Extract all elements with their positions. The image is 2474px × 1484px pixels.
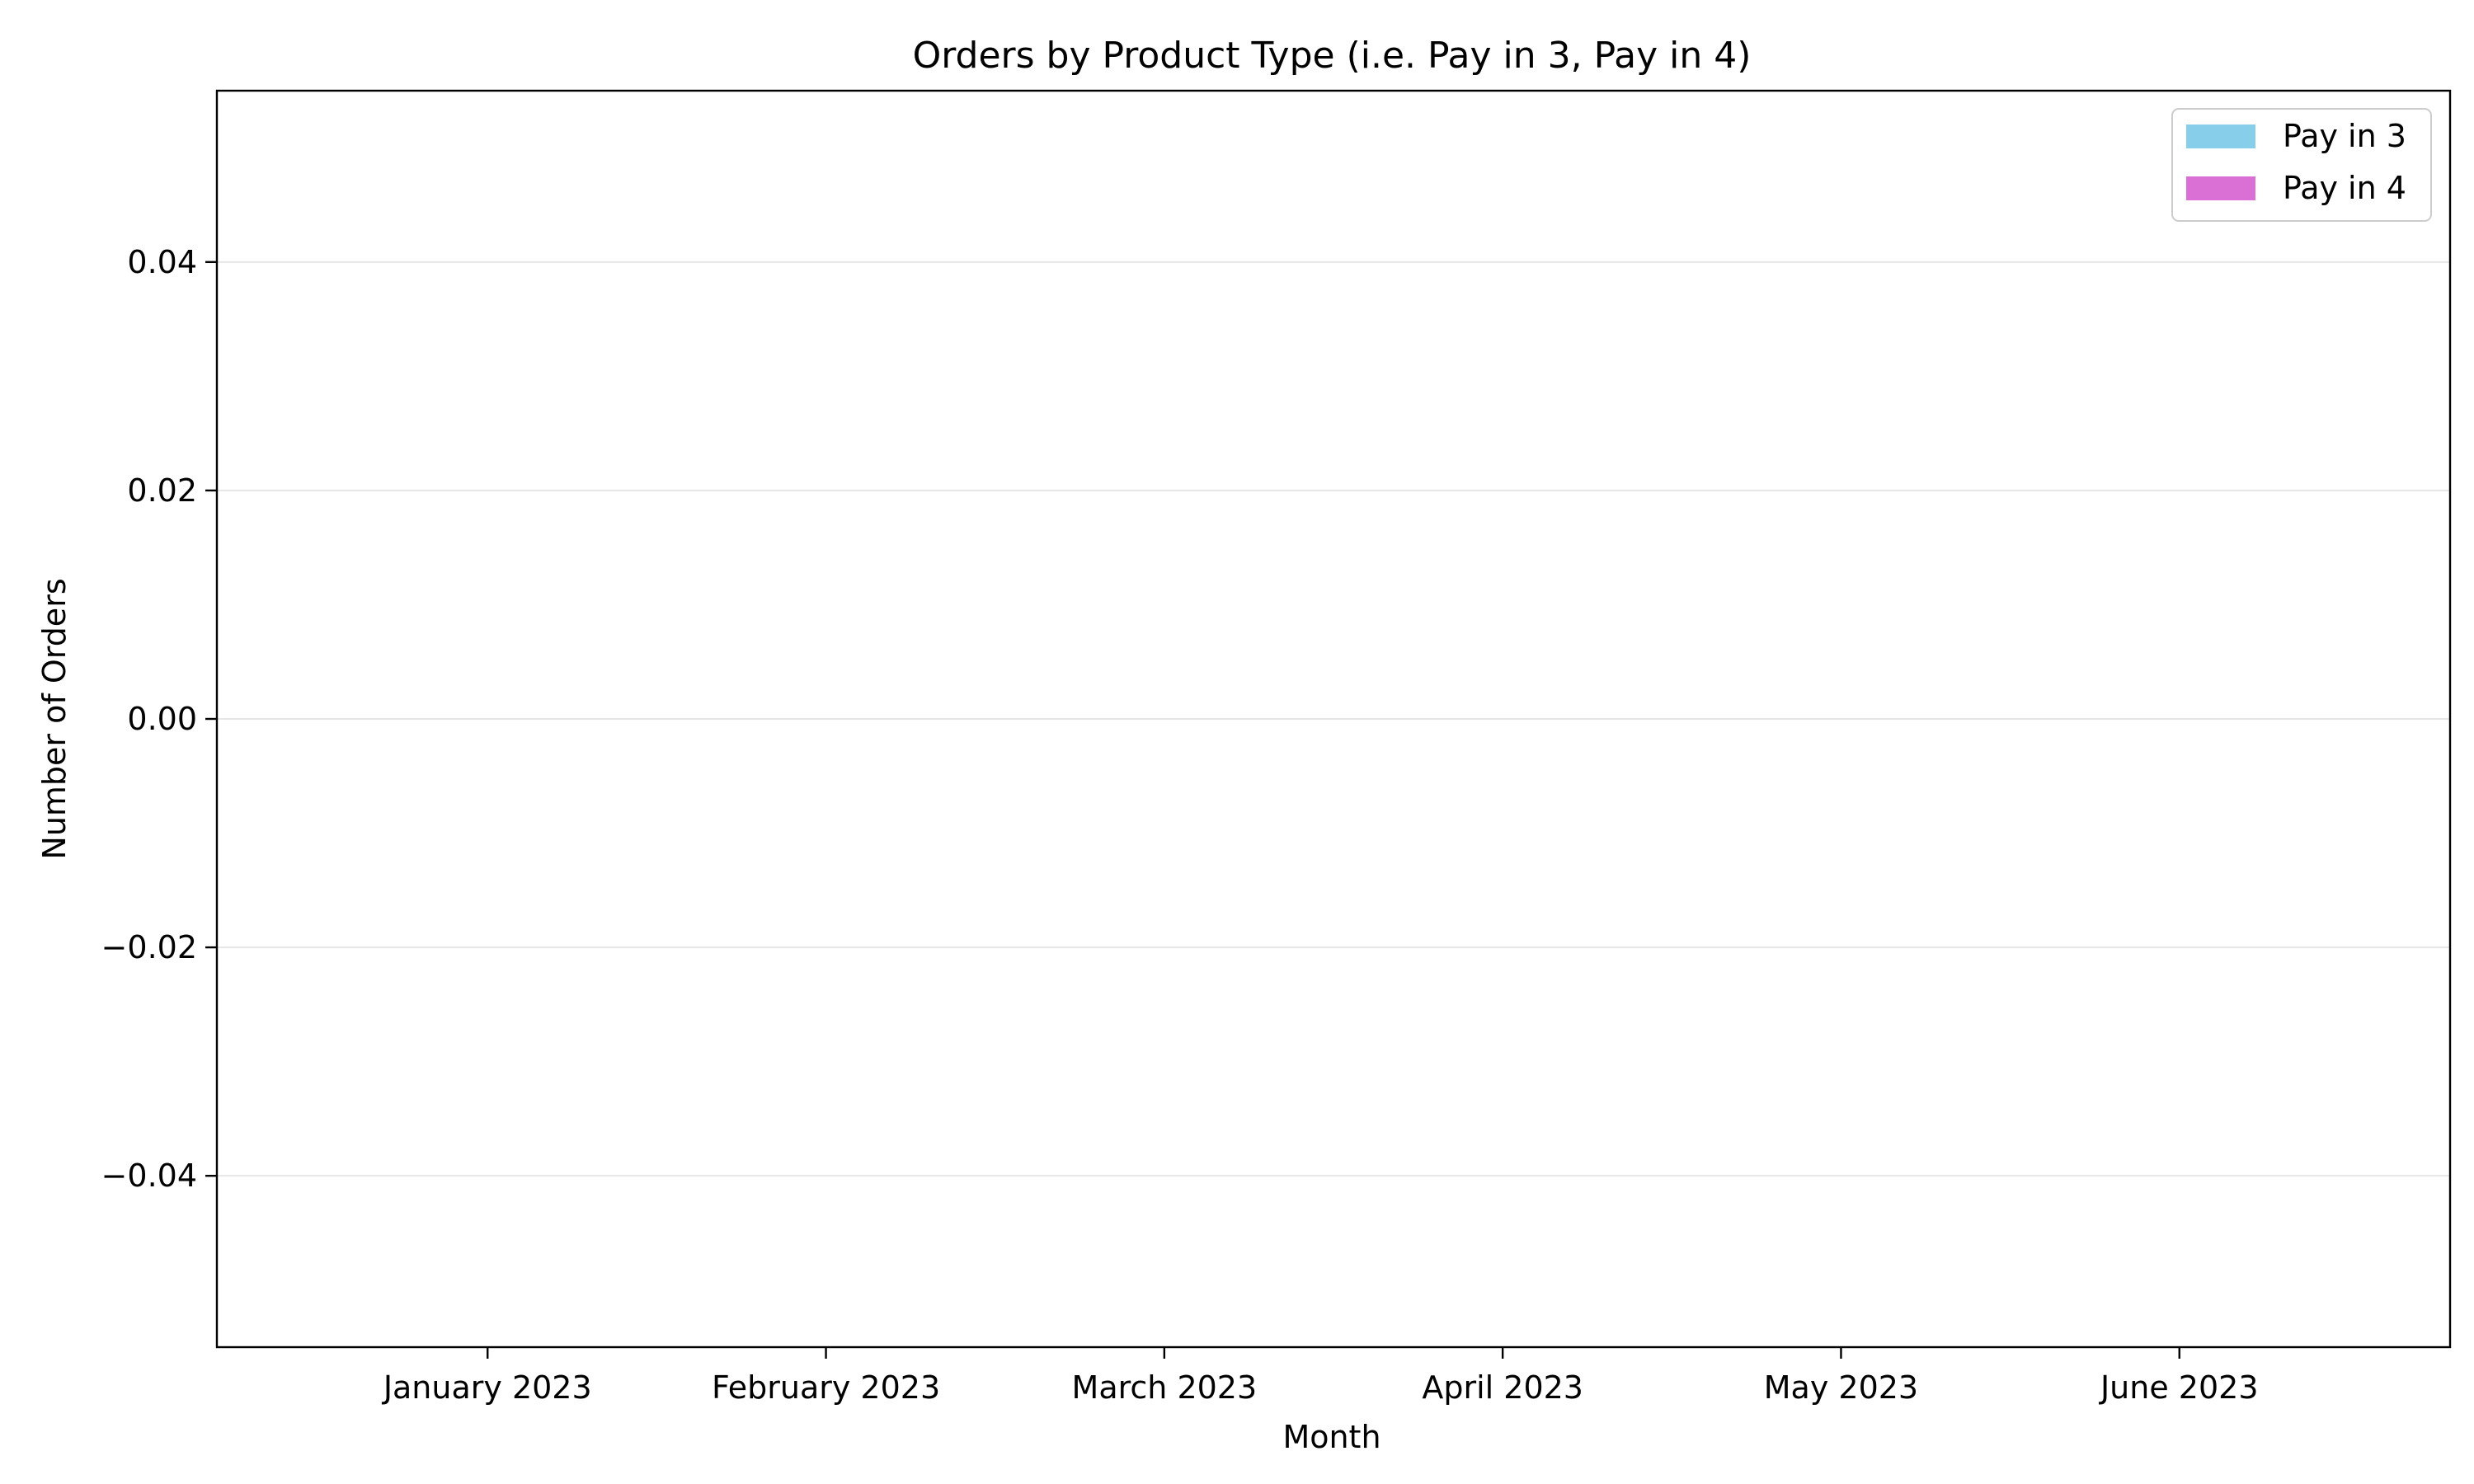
y-tick-label: −0.02: [101, 929, 197, 965]
y-tick-label: −0.04: [101, 1158, 197, 1194]
legend: Pay in 3 Pay in 4: [2171, 108, 2432, 222]
x-axis-ticks: January 2023 February 2023 March 2023 April…: [382, 1347, 2259, 1406]
legend-label-pay-in-3: Pay in 3: [2283, 118, 2406, 154]
x-tick-label: March 2023: [1072, 1369, 1258, 1406]
y-axis-ticks: −0.04 −0.02 0.00 0.02 0.04: [101, 244, 217, 1194]
y-tick-label: 0.04: [127, 244, 197, 280]
x-tick-label: April 2023: [1422, 1369, 1583, 1406]
x-tick-label: January 2023: [382, 1369, 592, 1406]
x-axis-label: Month: [1282, 1419, 1380, 1455]
legend-swatch-pay-in-4: [2186, 176, 2255, 200]
chart-title: Orders by Product Type (i.e. Pay in 3, P…: [913, 35, 1752, 77]
grid-lines: [217, 261, 2450, 1177]
legend-swatch-pay-in-3: [2186, 124, 2255, 148]
y-tick-label: 0.00: [127, 701, 197, 737]
legend-label-pay-in-4: Pay in 4: [2283, 170, 2406, 206]
y-axis-label: Number of Orders: [36, 578, 73, 859]
y-tick-label: 0.02: [127, 472, 197, 509]
x-tick-label: May 2023: [1764, 1369, 1918, 1406]
x-tick-label: June 2023: [2099, 1369, 2259, 1406]
x-tick-label: February 2023: [712, 1369, 940, 1406]
